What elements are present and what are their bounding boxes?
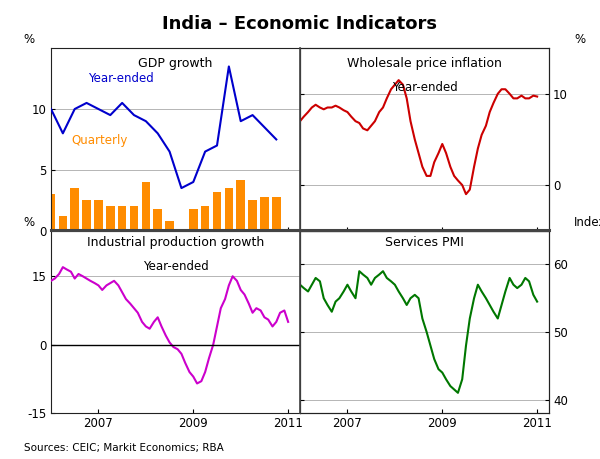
Bar bbox=[213, 192, 221, 230]
Text: India – Economic Indicators: India – Economic Indicators bbox=[163, 15, 437, 33]
Bar bbox=[201, 207, 209, 230]
Text: %: % bbox=[23, 34, 35, 46]
Bar bbox=[118, 207, 127, 230]
Bar bbox=[142, 182, 150, 230]
Text: %: % bbox=[574, 34, 585, 46]
Bar bbox=[166, 221, 174, 230]
Bar bbox=[59, 216, 67, 230]
Bar bbox=[82, 200, 91, 230]
Bar bbox=[70, 188, 79, 230]
Text: Quarterly: Quarterly bbox=[71, 134, 127, 147]
Text: Wholesale price inflation: Wholesale price inflation bbox=[347, 57, 502, 70]
Text: Index: Index bbox=[574, 216, 600, 229]
Text: %: % bbox=[23, 216, 35, 229]
Text: Year-ended: Year-ended bbox=[88, 72, 154, 85]
Bar bbox=[106, 207, 115, 230]
Text: Industrial production growth: Industrial production growth bbox=[87, 236, 264, 249]
Text: GDP growth: GDP growth bbox=[139, 57, 212, 70]
Bar bbox=[47, 194, 55, 230]
Bar bbox=[224, 188, 233, 230]
Bar bbox=[248, 200, 257, 230]
Bar bbox=[236, 179, 245, 230]
Bar bbox=[154, 209, 162, 230]
Text: Sources: CEIC; Markit Economics; RBA: Sources: CEIC; Markit Economics; RBA bbox=[24, 443, 224, 453]
Bar bbox=[94, 200, 103, 230]
Text: Services PMI: Services PMI bbox=[385, 236, 464, 249]
Bar bbox=[272, 196, 281, 230]
Bar bbox=[130, 207, 138, 230]
Text: Year-ended: Year-ended bbox=[392, 81, 457, 94]
Text: Year-ended: Year-ended bbox=[143, 260, 208, 273]
Bar bbox=[189, 209, 197, 230]
Bar bbox=[260, 196, 269, 230]
